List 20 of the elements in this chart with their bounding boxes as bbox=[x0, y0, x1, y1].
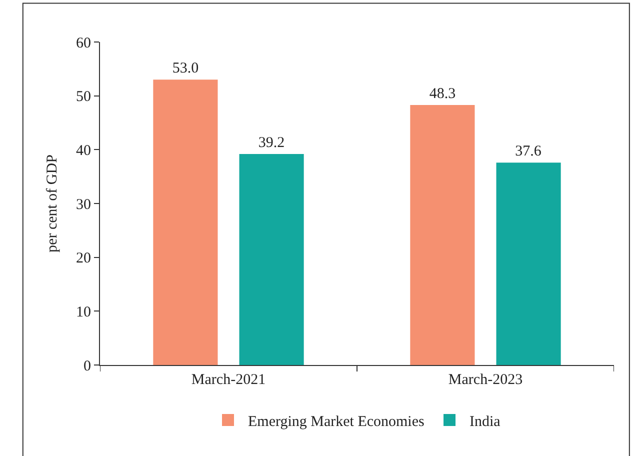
y-tick-label: 30 bbox=[76, 196, 91, 213]
y-tick-label: 40 bbox=[76, 142, 91, 159]
legend-label: Emerging Market Economies bbox=[248, 414, 425, 430]
y-tick-label: 60 bbox=[76, 35, 91, 52]
legend-label: India bbox=[470, 414, 501, 430]
y-tick-label: 0 bbox=[84, 358, 91, 374]
x-tick-label: March-2021 bbox=[191, 372, 266, 388]
bar bbox=[239, 154, 304, 365]
bar bbox=[153, 80, 218, 365]
y-tick-label: 10 bbox=[76, 304, 91, 320]
data-label: 53.0 bbox=[172, 60, 199, 77]
bar bbox=[496, 162, 561, 365]
data-label: 39.2 bbox=[258, 134, 285, 151]
bar bbox=[410, 104, 475, 365]
y-axis-title: per cent of GDP bbox=[44, 154, 60, 252]
x-tick-label: March-2023 bbox=[448, 372, 523, 388]
data-label: 37.6 bbox=[515, 144, 542, 160]
data-label: 48.3 bbox=[429, 86, 456, 102]
y-tick-label: 50 bbox=[76, 89, 91, 106]
y-tick-label: 20 bbox=[76, 250, 91, 267]
